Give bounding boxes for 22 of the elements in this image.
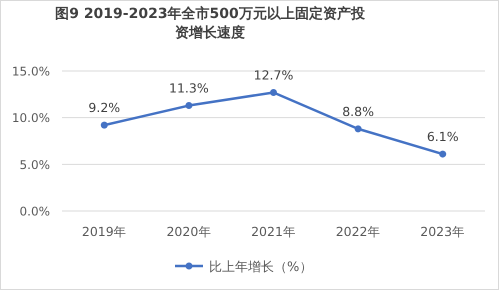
data-label: 8.8% — [342, 104, 374, 119]
point — [354, 125, 362, 132]
chart-title: 图9 2019-2023年全市500万元以上固定资产投资增长速度 — [54, 5, 366, 43]
y-tick-label: 10.0% — [12, 111, 50, 126]
data-label: 11.3% — [169, 80, 209, 96]
x-tick-label: 2021年 — [251, 224, 296, 239]
x-tick-label: 2022年 — [336, 224, 381, 239]
data-label: 12.7% — [254, 67, 294, 82]
x-tick-label: 2023年 — [420, 224, 466, 239]
y-tick-label: 5.0% — [20, 158, 50, 172]
point — [270, 88, 277, 96]
x-tick-label: 2020年 — [166, 224, 212, 239]
x-tick-label: 2019年 — [82, 224, 127, 239]
data-label: 9.2% — [88, 100, 120, 116]
y-tick-label: 15.0% — [12, 64, 50, 78]
point — [439, 150, 446, 158]
legend: 比上年增长（%） — [175, 260, 312, 275]
legend-label: 比上年增长（%） — [209, 260, 312, 275]
data-label: 6.1% — [426, 129, 459, 144]
y-tick-label: 0.0% — [20, 204, 50, 218]
point — [100, 122, 108, 129]
point — [185, 102, 192, 110]
